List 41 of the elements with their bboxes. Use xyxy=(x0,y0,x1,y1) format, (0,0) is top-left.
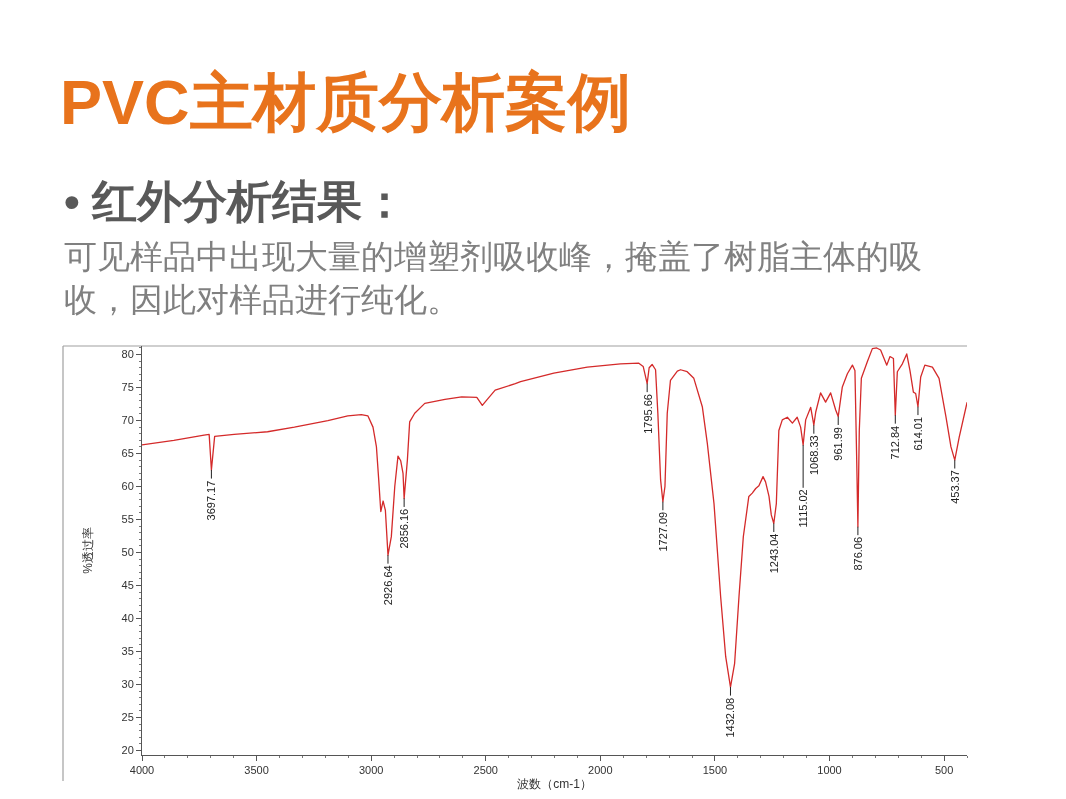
annotation: 1243.04 xyxy=(768,533,781,574)
annotation: 712.84 xyxy=(889,425,902,460)
y-tick-label: 50 xyxy=(121,546,134,559)
y-tick-label: 20 xyxy=(121,744,134,757)
annotation: 2856.16 xyxy=(397,508,410,549)
annotation: 876.06 xyxy=(852,536,865,571)
annotation: 1795.66 xyxy=(641,394,654,434)
chart-subtitle: • 红外分析结果： xyxy=(64,176,408,227)
y-tick-label: 55 xyxy=(121,513,134,526)
x-tick-label: 500 xyxy=(934,764,954,777)
y-tick-label: 35 xyxy=(121,645,134,658)
x-tick-label: 3500 xyxy=(244,764,269,777)
annotation: 1068.33 xyxy=(807,435,820,476)
y-tick-label: 60 xyxy=(121,480,134,493)
y-tick-label: 30 xyxy=(121,678,134,691)
x-tick-label: 4000 xyxy=(129,764,155,777)
y-tick-label: 80 xyxy=(121,348,134,361)
annotation: 961.99 xyxy=(831,427,844,461)
x-tick-label: 1500 xyxy=(702,764,728,777)
annotation: 453.37 xyxy=(948,470,961,504)
annotation: 2926.64 xyxy=(381,565,394,606)
y-tick-label: 45 xyxy=(121,579,134,592)
x-tick-label: 1000 xyxy=(817,764,842,777)
y-tick-label: 40 xyxy=(121,612,134,625)
y-tick-label: 75 xyxy=(121,381,134,394)
x-axis-title: 波数（cm-1） xyxy=(517,777,592,792)
x-tick-label: 2500 xyxy=(473,764,498,777)
x-tick-label: 2000 xyxy=(588,764,613,777)
y-axis-title: %透过率 xyxy=(80,527,95,574)
annotation: 1727.09 xyxy=(657,511,670,552)
y-tick-label: 70 xyxy=(121,414,134,427)
chart-title: PVC主材质分析案例 xyxy=(60,67,631,138)
annotation: 1115.02 xyxy=(796,489,809,528)
x-tick-label: 3000 xyxy=(358,764,384,777)
y-tick-label: 25 xyxy=(121,711,134,724)
annotation: 1432.08 xyxy=(724,697,737,738)
annotation: 3697.17 xyxy=(205,480,218,521)
y-tick-label: 65 xyxy=(121,447,134,460)
line-series xyxy=(142,347,967,688)
annotation: 614.01 xyxy=(912,416,925,451)
text: 可见样品中出现大量的增塑剂吸收峰，掩盖了树脂主体的吸收，因此对样品进行纯化。 xyxy=(64,238,922,318)
